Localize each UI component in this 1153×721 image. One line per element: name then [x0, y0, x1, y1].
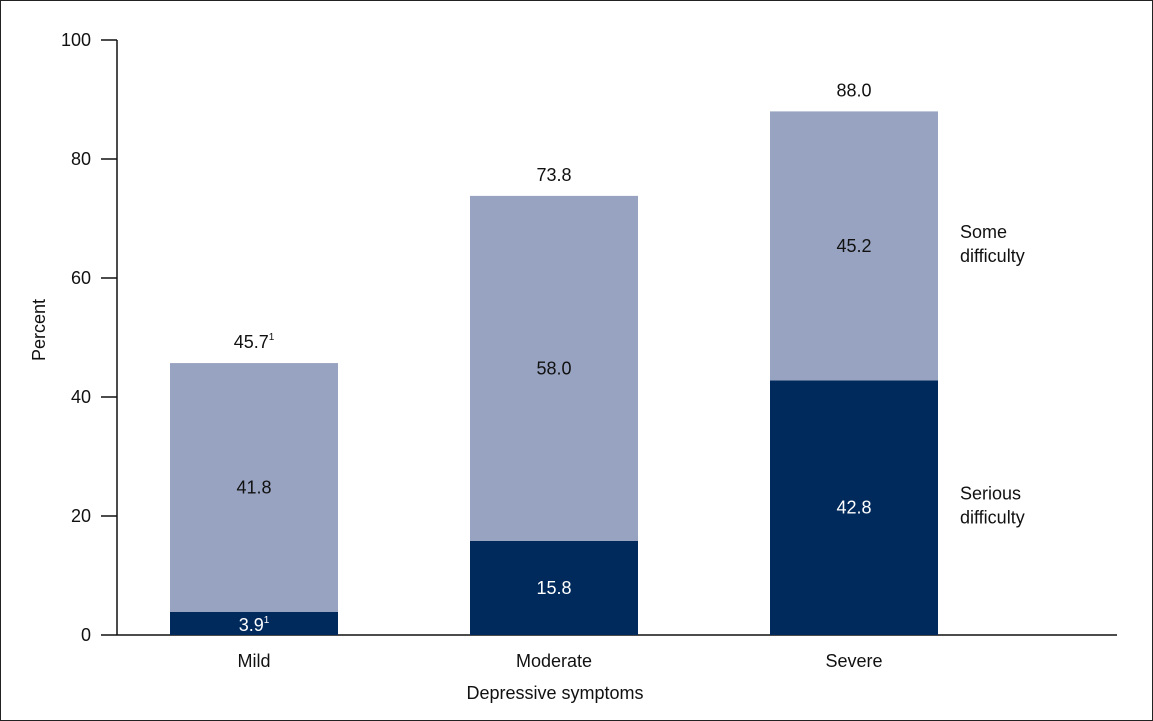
y-tick-label: 20	[71, 506, 91, 526]
y-tick-label: 40	[71, 387, 91, 407]
x-tick-label: Severe	[825, 651, 882, 671]
segment-value-label: 58.0	[536, 358, 571, 378]
legend: Serious difficulty Some difficulty	[960, 222, 1025, 528]
data-labels: 3.91 41.8 45.71 15.8 58.0 73.8 42.8 45.2 88.0	[234, 80, 872, 635]
bar-segment-serious-mild	[170, 611, 338, 635]
x-axis-title: Depressive symptoms	[466, 683, 643, 703]
segment-value-label: 3.91	[239, 615, 270, 635]
y-axis-title: Percent	[29, 299, 49, 361]
y-tick-label: 0	[81, 625, 91, 645]
legend-label-some: Some difficulty	[960, 222, 1025, 266]
y-tick-label: 100	[61, 30, 91, 50]
bar-segment-some-mild	[170, 363, 338, 612]
total-value-label: 45.71	[234, 332, 275, 352]
y-tick-label: 60	[71, 268, 91, 288]
bar-segment-serious-moderate	[470, 540, 638, 635]
bar-segment-serious-severe	[770, 380, 938, 635]
x-tick-label: Moderate	[516, 651, 592, 671]
total-value-label: 88.0	[836, 80, 871, 100]
segment-value-label: 41.8	[236, 477, 271, 497]
bars	[170, 111, 938, 635]
segment-value-label: 42.8	[836, 498, 871, 518]
legend-label-serious: Serious difficulty	[960, 484, 1025, 528]
bar-segment-some-moderate	[470, 195, 638, 541]
x-tick-label: Mild	[237, 651, 270, 671]
segment-value-label: 45.2	[836, 236, 871, 256]
y-tick-label: 80	[71, 149, 91, 169]
segment-value-label: 15.8	[536, 578, 571, 598]
total-value-label: 73.8	[536, 165, 571, 185]
bar-segment-some-severe	[770, 111, 938, 381]
